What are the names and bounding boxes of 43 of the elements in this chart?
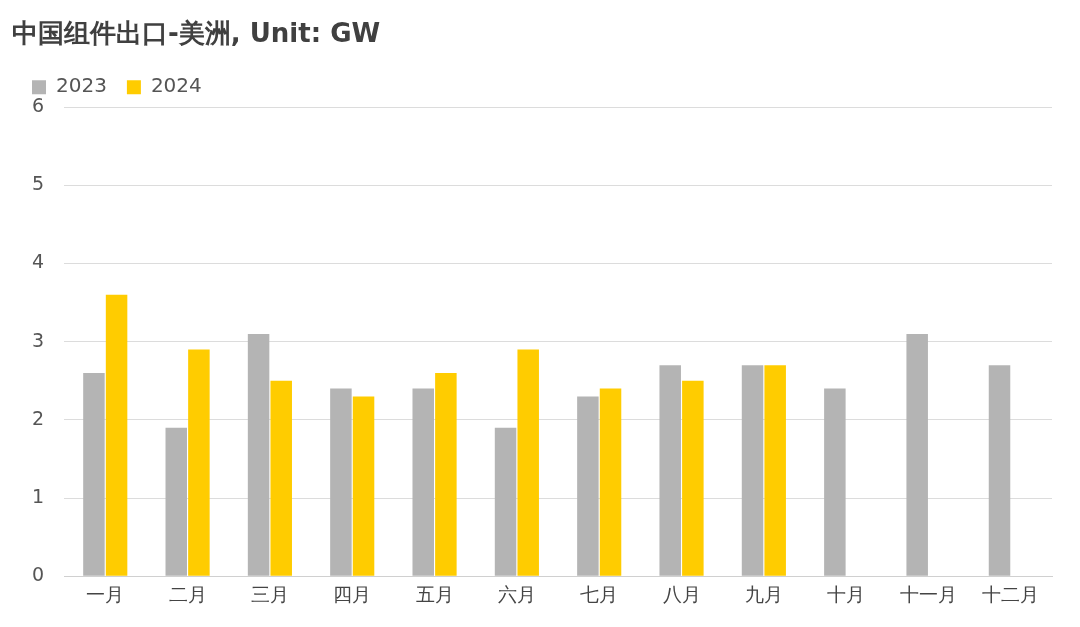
bar	[494, 427, 517, 576]
y-tick-label: 1	[31, 484, 45, 507]
x-tick-label: 十一月	[900, 582, 958, 605]
x-tick-label: 十二月	[982, 582, 1040, 605]
bar	[330, 388, 352, 576]
x-tick-label: 八月	[662, 582, 701, 605]
y-tick-label: 0	[31, 563, 45, 586]
y-tick-label: 6	[31, 94, 45, 117]
bar	[270, 380, 292, 576]
bar	[247, 333, 270, 576]
y-tick-label: 3	[31, 328, 45, 351]
bar	[988, 365, 1011, 576]
bar	[741, 365, 764, 576]
bar	[659, 365, 681, 576]
x-tick-label: 十月	[827, 582, 866, 605]
bar	[105, 294, 128, 576]
y-tick-label: 2	[31, 406, 45, 429]
x-tick-label: 九月	[744, 582, 783, 605]
x-tick-label: 七月	[580, 582, 619, 605]
bar	[824, 388, 846, 576]
bar	[83, 372, 105, 576]
bar	[412, 388, 434, 576]
y-tick-label: 4	[31, 250, 45, 273]
y-tick-label: 5	[31, 172, 45, 195]
bar	[577, 396, 599, 576]
bar	[682, 380, 704, 576]
x-tick-label: 五月	[415, 582, 454, 605]
bar	[435, 372, 457, 576]
bar	[188, 349, 210, 576]
bar	[517, 349, 539, 576]
bar	[165, 427, 188, 576]
bar	[906, 333, 928, 576]
bar	[764, 365, 786, 576]
chart-title: 中国组件出口-美洲, Unit: GW	[12, 18, 381, 49]
x-tick-label: 六月	[497, 582, 536, 605]
legend-label: 2024	[150, 73, 202, 98]
x-tick-label: 二月	[168, 582, 207, 605]
x-tick-label: 三月	[250, 582, 289, 605]
bar	[352, 396, 375, 576]
x-tick-label: 一月	[86, 582, 125, 605]
legend-label: 2023	[56, 73, 107, 98]
bar	[599, 388, 622, 576]
x-tick-label: 四月	[333, 582, 372, 605]
